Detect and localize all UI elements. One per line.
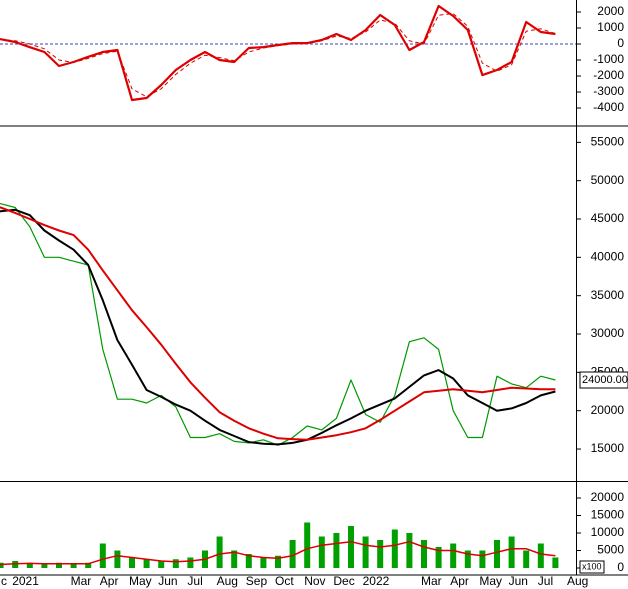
volume-bar <box>464 550 471 568</box>
volume-bar <box>0 562 4 568</box>
y-tick-label: -1000 <box>593 52 624 66</box>
volume-bar <box>187 557 194 568</box>
x-tick-label: Jun <box>158 574 177 588</box>
x-tick-label: May <box>129 574 152 588</box>
volume-bar <box>406 532 413 568</box>
x-tick-label: Apr <box>100 574 119 588</box>
volume-bar <box>523 550 530 568</box>
volume-bar <box>143 559 150 568</box>
volume-bar <box>216 536 223 568</box>
volume-bar <box>318 536 325 568</box>
volume-bar <box>377 539 384 568</box>
volume-bar <box>26 562 33 568</box>
y-tick-label: 30000 <box>591 326 625 340</box>
x-tick-label: Apr <box>450 574 469 588</box>
x-tick-label: Mar <box>71 574 92 588</box>
volume-bar <box>362 536 369 568</box>
volume-bar <box>99 543 106 568</box>
y-tick-label: -3000 <box>593 84 624 98</box>
last-price-box <box>579 371 628 389</box>
y-tick-label: 2000 <box>597 4 624 18</box>
series-line <box>0 540 556 566</box>
volume-bar <box>479 550 486 568</box>
volume-bar <box>260 557 267 568</box>
x-tick-label: c <box>1 574 7 588</box>
x-tick-label: Aug <box>217 574 238 588</box>
x-tick-label: Jun <box>509 574 528 588</box>
x-tick-label: May <box>479 574 502 588</box>
y-tick-label: 20000 <box>591 403 625 417</box>
volume-bar <box>56 562 62 568</box>
volume-bar <box>508 536 515 568</box>
volume-bar <box>85 562 92 568</box>
volume-bar <box>552 557 559 568</box>
unit-box <box>579 560 605 574</box>
volume-bar <box>333 532 340 568</box>
y-tick-label: -2000 <box>593 68 624 82</box>
y-tick-label: 40000 <box>591 250 625 264</box>
y-tick-label: 55000 <box>591 135 625 149</box>
y-tick-label: 0 <box>617 560 624 574</box>
volume-bar <box>275 555 281 568</box>
x-tick-label: Aug <box>567 574 588 588</box>
volume-bar <box>289 539 296 568</box>
last-price-label: 24000.00 <box>582 374 628 386</box>
y-tick-label: 15000 <box>591 508 625 522</box>
volume-bar <box>537 543 544 568</box>
x-tick-label: Sep <box>246 574 268 588</box>
volume-bar <box>421 539 427 568</box>
y-tick-label: 20000 <box>591 490 625 504</box>
y-tick-label: 35000 <box>591 288 625 302</box>
volume-bar <box>158 560 165 568</box>
y-tick-label: 0 <box>617 36 624 50</box>
series-line <box>0 208 556 446</box>
series-line <box>0 4 556 102</box>
y-tick-label: 10000 <box>591 525 625 539</box>
volume-bar <box>435 546 442 568</box>
volume-bar <box>70 564 77 568</box>
x-tick-label: Jul <box>538 574 553 588</box>
y-tick-label: 1000 <box>597 20 624 34</box>
x-tick-label: 2021 <box>12 574 39 588</box>
volume-bar <box>348 525 354 568</box>
x-tick-label: Oct <box>275 574 294 588</box>
plot-area <box>0 4 576 568</box>
y-tick-label: 5000 <box>597 543 624 557</box>
volume-bar <box>494 539 500 568</box>
volume-bar <box>245 553 252 568</box>
y-tick-label: 50000 <box>591 173 625 187</box>
volume-bar <box>114 550 121 568</box>
volume-bar <box>41 564 48 568</box>
x-tick-label: Dec <box>333 574 354 588</box>
volume-bar <box>172 559 179 568</box>
x-tick-label: Mar <box>421 574 442 588</box>
series-line <box>0 13 556 98</box>
volume-bar <box>231 550 238 568</box>
volume-bar <box>391 529 398 568</box>
series-line <box>0 206 556 441</box>
x-tick-label: Nov <box>304 574 325 588</box>
series-line <box>0 202 556 446</box>
x-tick-label: Jul <box>187 574 202 588</box>
y-tick-label: 15000 <box>591 441 625 455</box>
x-tick-label: 2022 <box>363 574 390 588</box>
y-tick-label: -4000 <box>593 100 624 114</box>
volume-bar <box>304 522 311 568</box>
volume-bar <box>129 557 135 568</box>
y-tick-label: 45000 <box>591 211 625 225</box>
volume-bar <box>450 543 457 568</box>
unit-label: x100 <box>582 561 602 571</box>
